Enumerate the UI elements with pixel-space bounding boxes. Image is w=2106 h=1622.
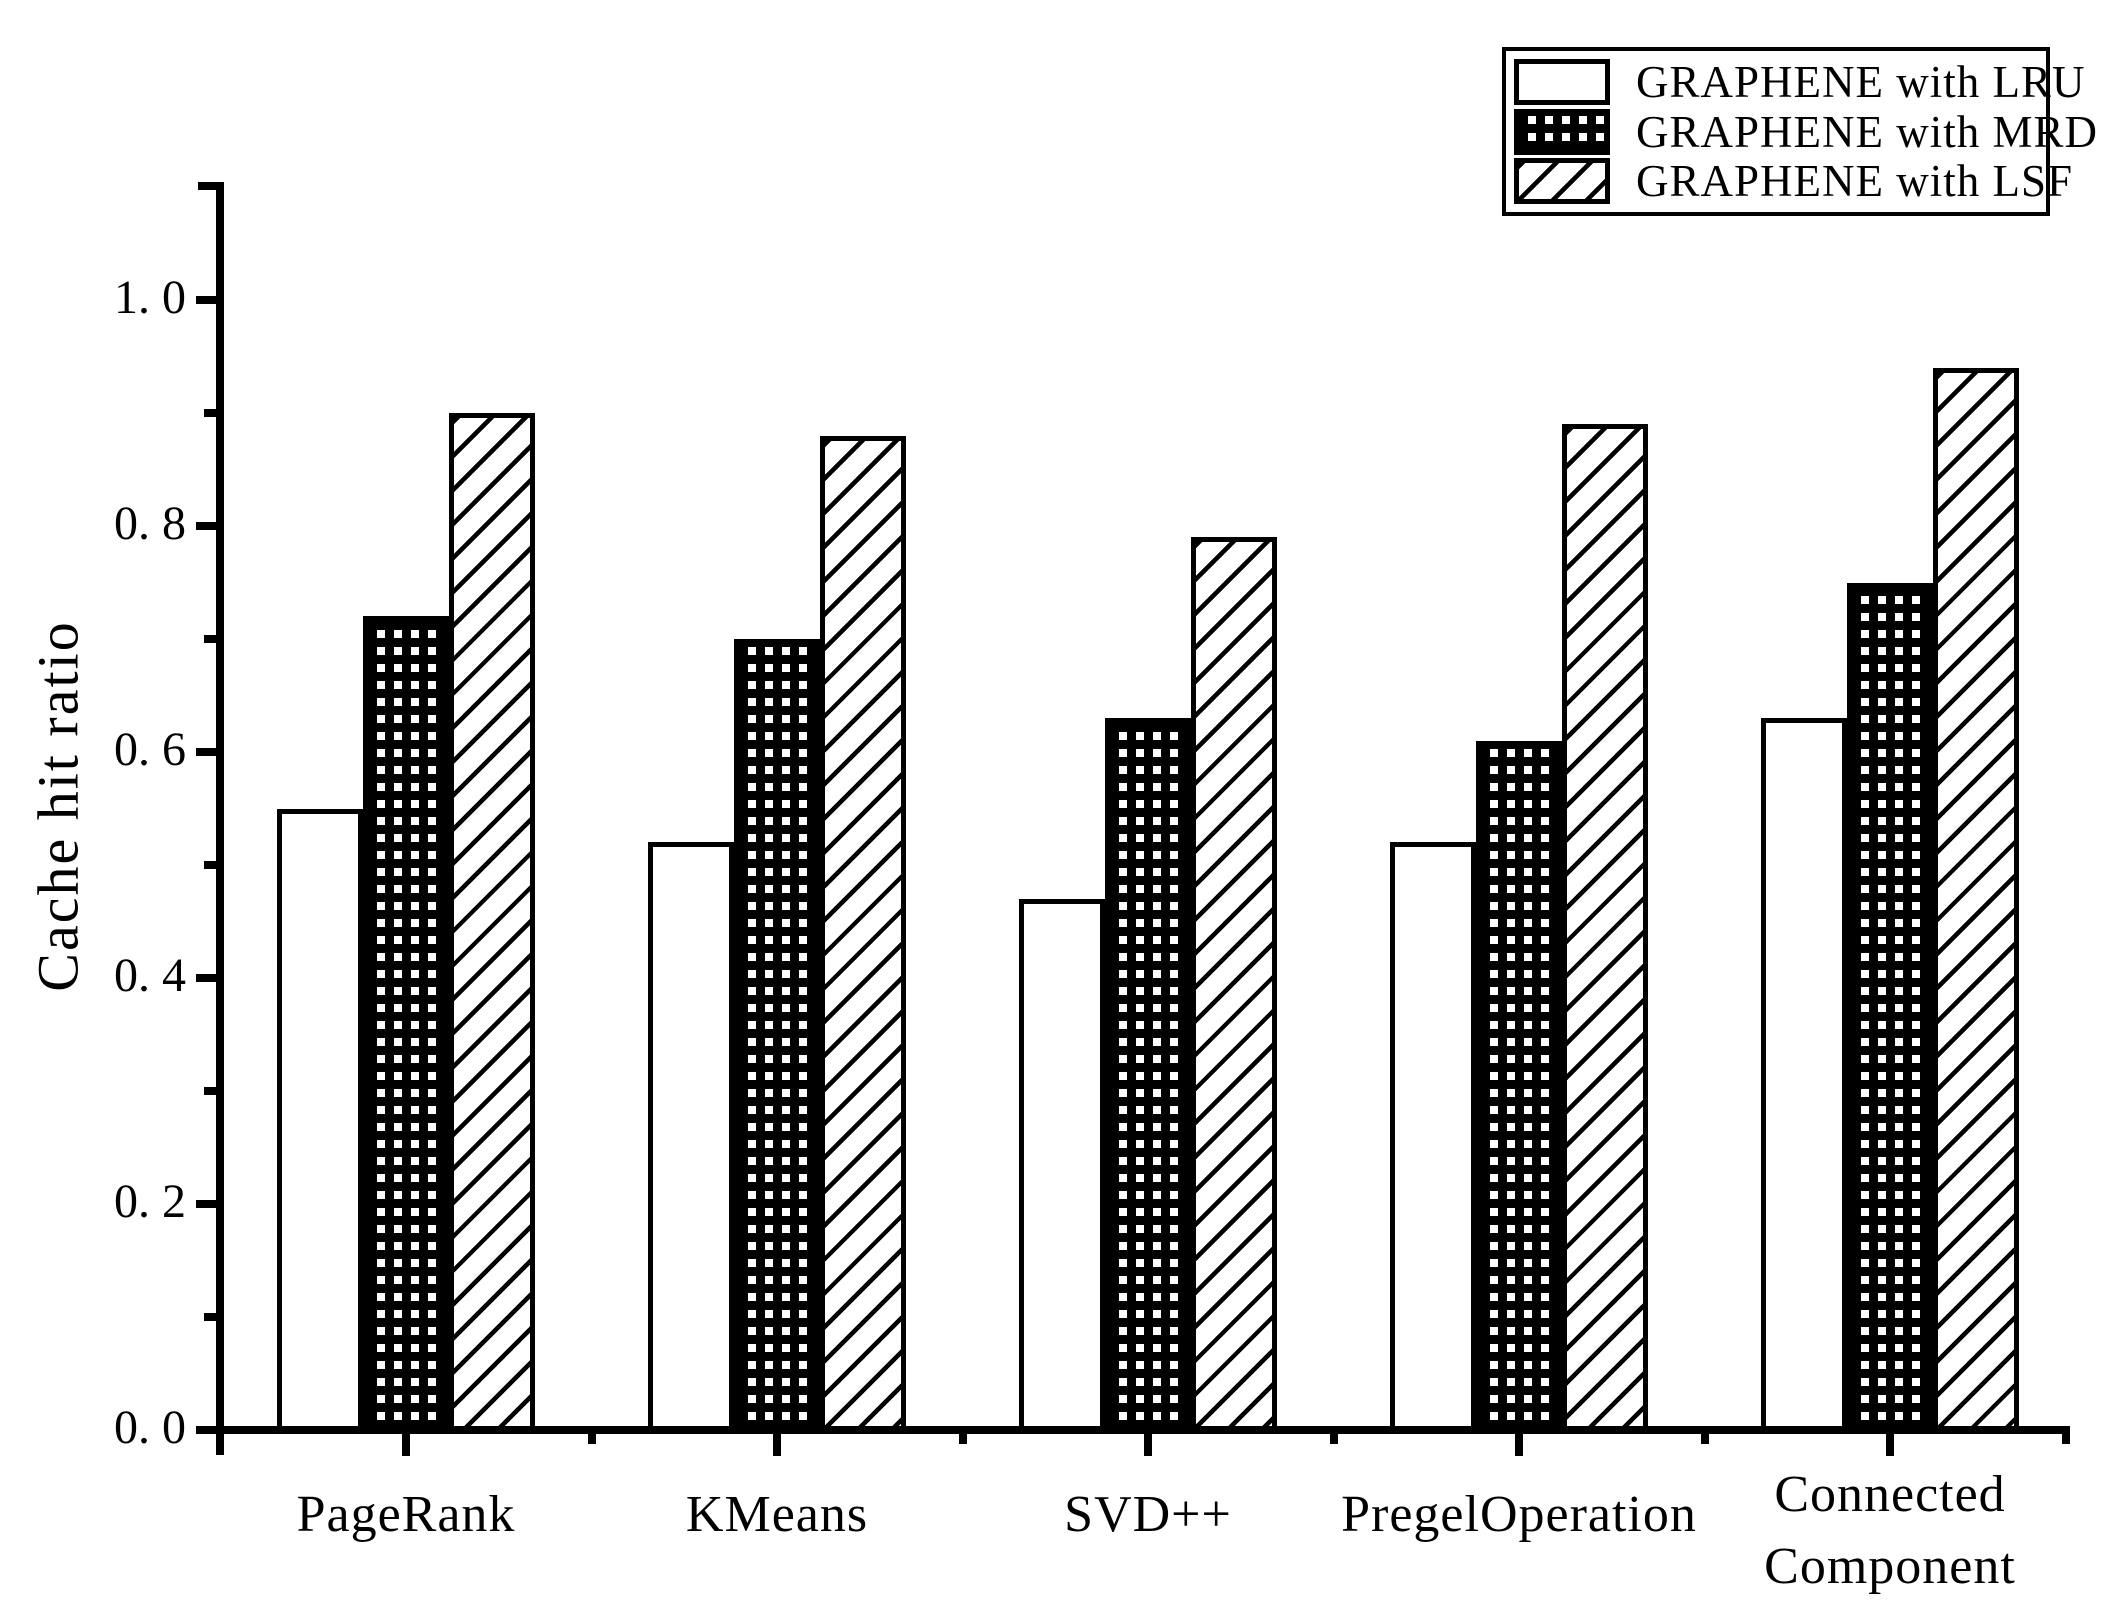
x-category-label: SVD++ — [1064, 1486, 1232, 1543]
x-category-label: PregelOperation — [1341, 1486, 1697, 1543]
bar-mrd-connected-component — [1847, 582, 1933, 1434]
y-tick-label: 0. 0 — [114, 1401, 186, 1454]
legend-swatch-lru — [1514, 58, 1610, 105]
y-minor-tick — [204, 861, 224, 869]
x-major-tick — [1515, 1430, 1523, 1456]
y-minor-tick — [204, 635, 224, 643]
x-minor-tick — [1329, 1430, 1338, 1444]
bar-mrd-svd- — [1105, 718, 1191, 1434]
y-major-tick — [196, 1200, 224, 1208]
y-axis-line — [216, 182, 224, 1455]
bar-lru-svd- — [1019, 898, 1105, 1434]
bar-mrd-pagerank — [363, 616, 449, 1434]
legend-label: GRAPHENE with LRU — [1636, 56, 2086, 107]
y-major-tick — [196, 748, 224, 756]
y-tick-label: 0. 2 — [114, 1175, 186, 1228]
x-major-tick — [773, 1430, 781, 1456]
legend-swatch-lsf — [1514, 158, 1610, 205]
y-major-tick — [196, 1426, 224, 1434]
x-minor-tick — [1700, 1430, 1709, 1444]
y-minor-tick — [204, 1313, 224, 1321]
bar-lru-kmeans — [648, 842, 734, 1434]
bar-lsf-connected-component — [1933, 367, 2019, 1434]
x-major-tick — [402, 1430, 410, 1456]
y-tick-label: 0. 6 — [114, 723, 186, 776]
legend-label: GRAPHENE with MRD — [1636, 106, 2099, 157]
y-axis-title: Cache hit ratio — [25, 620, 91, 992]
legend: GRAPHENE with LRU GRAPHENE with MRD GRAPHE… — [1502, 47, 2097, 216]
x-axis-end-tick — [2062, 1426, 2070, 1444]
x-category-label: PageRank — [296, 1486, 516, 1543]
x-axis-line — [197, 1426, 2070, 1434]
bar-lru-pagerank — [277, 808, 363, 1434]
bar-mrd-pregeloperation — [1476, 740, 1562, 1434]
legend-item: GRAPHENE with LSF — [1514, 156, 2072, 206]
bar-lsf-pregeloperation — [1562, 424, 1648, 1434]
y-axis-top-cap — [198, 182, 224, 190]
bar-lru-pregeloperation — [1390, 842, 1476, 1434]
bar-lsf-pagerank — [449, 413, 535, 1434]
legend-swatch-mrd — [1514, 108, 1610, 155]
x-category-label: KMeans — [685, 1486, 869, 1543]
legend-label: GRAPHENE with LSF — [1636, 156, 2074, 207]
legend-item: GRAPHENE with LRU — [1514, 57, 2085, 107]
y-tick-label: 1. 0 — [114, 271, 186, 324]
x-major-tick — [1144, 1430, 1152, 1456]
bar-lru-connected-component — [1761, 718, 1847, 1434]
x-minor-tick — [958, 1430, 967, 1444]
x-major-tick — [1886, 1430, 1894, 1456]
bar-mrd-kmeans — [734, 639, 820, 1434]
bar-lsf-kmeans — [820, 435, 906, 1434]
y-tick-label: 0. 8 — [114, 497, 186, 550]
y-minor-tick — [204, 409, 224, 417]
y-tick-label: 0. 4 — [114, 949, 186, 1002]
y-major-tick — [196, 522, 224, 530]
x-minor-tick — [587, 1430, 596, 1444]
y-major-tick — [196, 296, 224, 304]
legend-item: GRAPHENE with MRD — [1514, 107, 2097, 157]
y-minor-tick — [204, 1087, 224, 1095]
bar-lsf-svd- — [1191, 537, 1277, 1434]
x-category-label: Connected Component — [1764, 1466, 2016, 1595]
y-major-tick — [196, 974, 224, 982]
